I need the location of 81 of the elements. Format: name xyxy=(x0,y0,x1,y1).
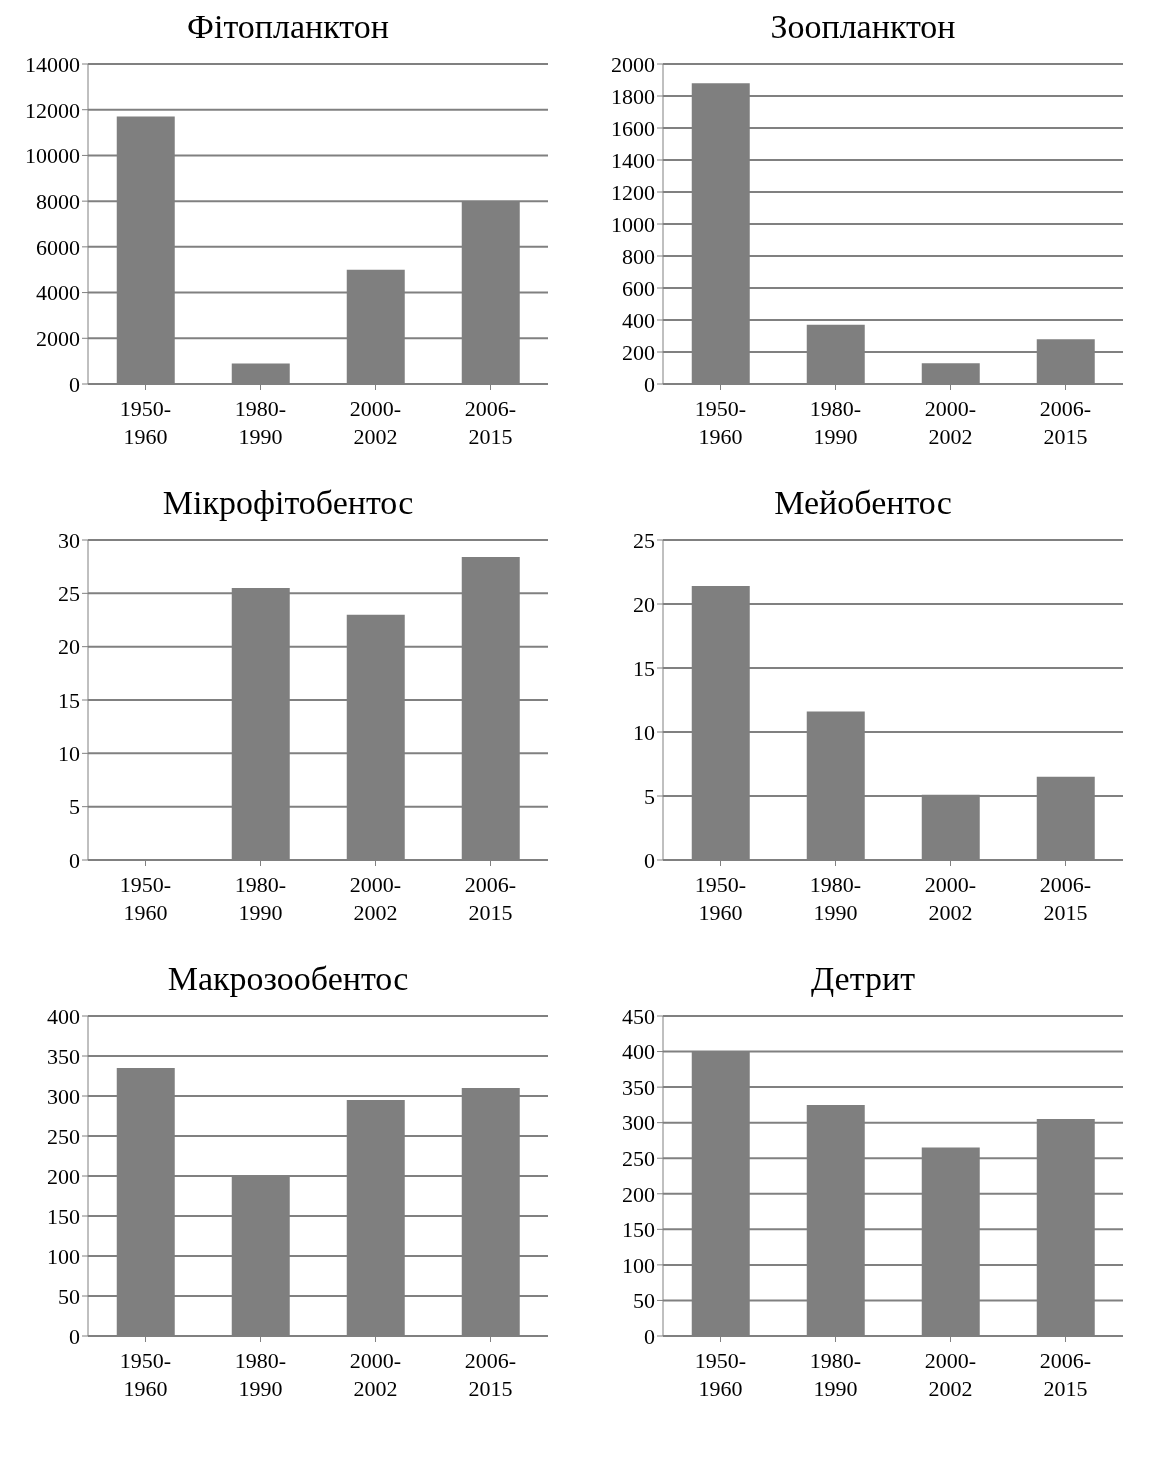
x-tick-label: 2006-2015 xyxy=(464,871,517,926)
y-tick-label: 0 xyxy=(644,371,655,397)
y-tick-label: 10 xyxy=(633,719,655,745)
y-tick-label: 350 xyxy=(47,1043,80,1069)
y-tick-label: 0 xyxy=(644,847,655,873)
y-tick-label: 1400 xyxy=(611,147,655,173)
y-tick-label: 0 xyxy=(69,847,80,873)
y-tick-label: 50 xyxy=(633,1288,655,1314)
x-tick-label: 1950-1960 xyxy=(119,871,172,926)
y-tick-label: 20 xyxy=(633,591,655,617)
x-tick-label: 1980-1990 xyxy=(809,395,862,450)
y-tick-label: 250 xyxy=(47,1123,80,1149)
x-tick-label: 2006-2015 xyxy=(1039,1347,1092,1402)
chart-title: Мікрофітобентос xyxy=(162,484,414,521)
y-tick-label: 150 xyxy=(622,1217,655,1243)
y-tick-label: 20 xyxy=(58,634,80,660)
y-tick-label: 400 xyxy=(622,307,655,333)
y-tick-label: 100 xyxy=(47,1243,80,1269)
y-tick-label: 5 xyxy=(69,794,80,820)
y-tick-label: 1600 xyxy=(611,115,655,141)
y-tick-label: 300 xyxy=(622,1110,655,1136)
x-tick-label: 1980-1990 xyxy=(809,871,862,926)
x-tick-label: 2000-2002 xyxy=(924,395,977,450)
x-tick-label: 2006-2015 xyxy=(1039,395,1092,450)
y-tick-label: 12000 xyxy=(25,97,80,123)
y-tick-label: 2000 xyxy=(36,326,80,352)
x-tick-label: 2006-2015 xyxy=(464,395,517,450)
y-tick-label: 250 xyxy=(622,1146,655,1172)
y-tick-label: 200 xyxy=(47,1163,80,1189)
y-tick-label: 5 xyxy=(644,783,655,809)
y-tick-label: 25 xyxy=(633,527,655,553)
x-tick-label: 2006-2015 xyxy=(1039,871,1092,926)
x-tick-label: 2006-2015 xyxy=(464,1347,517,1402)
y-tick-label: 600 xyxy=(622,275,655,301)
y-tick-label: 300 xyxy=(47,1083,80,1109)
x-tick-label: 2000-2002 xyxy=(349,395,402,450)
y-tick-label: 6000 xyxy=(36,234,80,260)
y-tick-label: 10 xyxy=(58,741,80,767)
x-tick-label: 2000-2002 xyxy=(349,1347,402,1402)
x-tick-label: 2000-2002 xyxy=(924,1347,977,1402)
y-tick-label: 150 xyxy=(47,1203,80,1229)
y-tick-label: 1200 xyxy=(611,179,655,205)
x-tick-label: 1950-1960 xyxy=(694,395,747,450)
y-tick-label: 14000 xyxy=(25,51,80,77)
x-tick-label: 1980-1990 xyxy=(234,395,287,450)
y-tick-label: 0 xyxy=(69,371,80,397)
y-tick-label: 800 xyxy=(622,243,655,269)
y-tick-label: 400 xyxy=(622,1039,655,1065)
chart-title: Мейобентос xyxy=(774,484,952,521)
y-tick-label: 200 xyxy=(622,1181,655,1207)
y-tick-label: 100 xyxy=(622,1252,655,1278)
chart-title: Детрит xyxy=(810,960,916,997)
x-tick-label: 2000-2002 xyxy=(924,871,977,926)
y-tick-label: 1800 xyxy=(611,83,655,109)
y-tick-label: 200 xyxy=(622,339,655,365)
x-tick-label: 1980-1990 xyxy=(809,1347,862,1402)
chart-title: Зоопланктон xyxy=(770,8,956,45)
chart-title: Фітопланктон xyxy=(187,8,389,45)
x-tick-label: 1980-1990 xyxy=(234,1347,287,1402)
y-tick-label: 25 xyxy=(58,581,80,607)
y-tick-label: 400 xyxy=(47,1003,80,1029)
y-tick-label: 8000 xyxy=(36,188,80,214)
y-tick-label: 450 xyxy=(622,1003,655,1029)
x-tick-label: 1980-1990 xyxy=(234,871,287,926)
y-tick-label: 0 xyxy=(69,1323,80,1349)
x-tick-label: 1950-1960 xyxy=(119,1347,172,1402)
x-tick-label: 2000-2002 xyxy=(349,871,402,926)
y-tick-label: 50 xyxy=(58,1283,80,1309)
chart-title: Макрозообентос xyxy=(167,960,409,997)
y-tick-label: 15 xyxy=(633,655,655,681)
y-tick-label: 30 xyxy=(58,527,80,553)
x-tick-label: 1950-1960 xyxy=(119,395,172,450)
y-tick-label: 15 xyxy=(58,687,80,713)
y-tick-label: 350 xyxy=(622,1074,655,1100)
y-tick-label: 2000 xyxy=(611,51,655,77)
x-tick-label: 1950-1960 xyxy=(694,871,747,926)
x-tick-label: 1950-1960 xyxy=(694,1347,747,1402)
y-tick-label: 10000 xyxy=(25,143,80,169)
y-tick-label: 0 xyxy=(644,1323,655,1349)
y-tick-label: 1000 xyxy=(611,211,655,237)
y-tick-label: 4000 xyxy=(36,280,80,306)
